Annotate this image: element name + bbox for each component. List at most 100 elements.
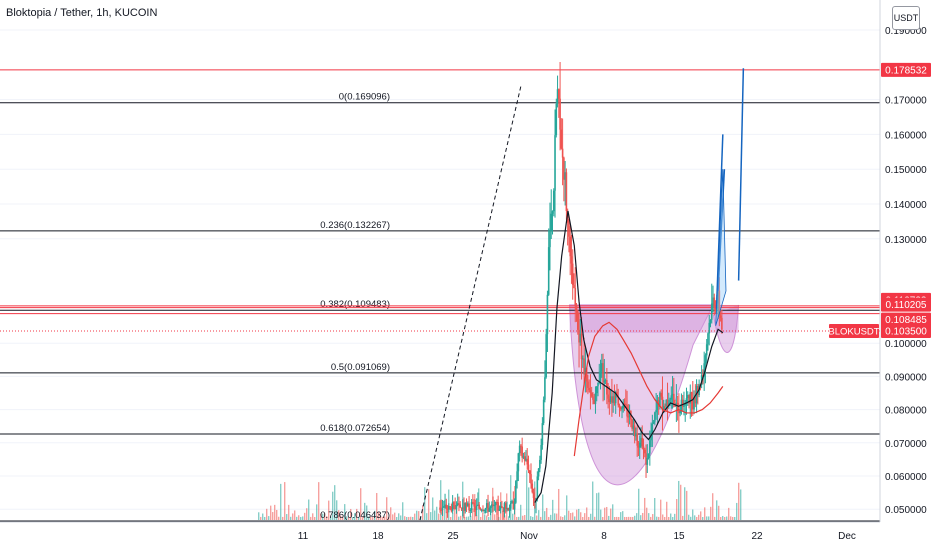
volume-bar <box>400 515 402 520</box>
volume-bar <box>390 507 392 520</box>
volume-bar <box>718 505 720 520</box>
volume-bar <box>590 513 592 520</box>
volume-bar <box>272 512 274 520</box>
volume-bar <box>730 516 732 520</box>
volume-bar <box>320 513 322 520</box>
candle-body <box>609 396 612 403</box>
candle-body <box>527 464 530 471</box>
volume-bar <box>414 513 416 520</box>
candle-body <box>659 392 661 407</box>
candle-body <box>685 398 688 404</box>
candle-body <box>509 502 512 509</box>
fib-label: 0(0.169096) <box>339 92 390 103</box>
volume-bar <box>270 505 272 520</box>
candle-body <box>518 445 521 454</box>
candle-body <box>454 505 456 510</box>
volume-bar <box>578 508 580 520</box>
candle-body <box>439 507 441 510</box>
volume-bar <box>368 516 370 520</box>
volume-bar <box>616 516 618 520</box>
candle-body <box>537 468 540 477</box>
volume-bar <box>522 515 524 520</box>
candle-body <box>674 404 676 407</box>
candle-body <box>450 507 453 512</box>
volume-bar <box>330 516 332 520</box>
candle-body <box>547 247 550 295</box>
volume-bar <box>344 504 346 520</box>
candle-body <box>585 367 588 382</box>
candle-body <box>627 416 630 418</box>
volume-bar <box>304 512 306 520</box>
time-axis[interactable]: 11 18 25 Nov 8 15 22 Dec <box>298 531 856 542</box>
volume-bar <box>572 512 574 520</box>
candle-body <box>506 508 508 510</box>
volume-bar <box>564 515 566 520</box>
candle-body <box>618 405 621 408</box>
candle-body <box>654 412 656 422</box>
candle-body <box>448 506 450 510</box>
axis-panel <box>880 0 932 550</box>
candle-body <box>718 290 721 316</box>
volume-bar <box>416 510 418 520</box>
candle-body <box>499 506 502 510</box>
candle-body <box>571 263 574 285</box>
candle-body <box>551 211 554 214</box>
x-tick-label: 15 <box>673 531 685 542</box>
candle-body <box>646 457 649 465</box>
candle-body <box>522 456 525 458</box>
currency-button[interactable]: USDT <box>892 6 920 30</box>
volume-bar <box>498 516 500 520</box>
volume-bar <box>520 504 522 520</box>
volume-bar <box>374 510 376 520</box>
candle-body <box>491 504 493 507</box>
volume-bar <box>424 487 426 520</box>
y-tick-label: 0.160000 <box>885 130 927 141</box>
volume-bar <box>388 516 390 520</box>
candle-body <box>535 498 537 501</box>
volume-bar <box>432 497 434 520</box>
volume-bar <box>556 513 558 520</box>
candle-body <box>579 333 582 343</box>
candle-body <box>623 403 626 405</box>
candle-body <box>592 396 594 400</box>
fib-label: 0.5(0.091069) <box>331 362 390 373</box>
candle-body <box>617 397 620 406</box>
volume-bar <box>654 498 656 520</box>
candle-body <box>489 506 492 509</box>
volume-bar <box>728 507 730 520</box>
volume-bar <box>680 484 682 520</box>
volume-bar <box>294 510 296 520</box>
volume-bar <box>276 509 278 520</box>
candle-body <box>564 172 566 180</box>
volume-bar <box>612 504 614 520</box>
candle-body <box>583 358 585 375</box>
candle-body <box>484 507 487 510</box>
candle-body <box>563 157 565 180</box>
candle-body <box>599 371 602 382</box>
candle-body <box>487 503 489 512</box>
candle-body <box>523 456 526 461</box>
volume-bar <box>266 508 268 520</box>
volume-bar <box>508 516 510 520</box>
candle-body <box>635 433 637 437</box>
volume-bar <box>526 470 528 520</box>
volume-bar <box>418 511 420 520</box>
volume-bar <box>706 516 708 520</box>
volume-bar <box>582 517 584 520</box>
candle-body <box>573 284 575 289</box>
volume-bar <box>552 499 554 520</box>
volume-bar <box>702 517 704 520</box>
candle-body <box>683 405 685 407</box>
volume-bar <box>282 516 284 520</box>
dashed-trend-line <box>419 85 522 521</box>
volume-bar <box>738 482 740 520</box>
candle-body <box>714 306 717 310</box>
volume-bar <box>592 481 594 520</box>
candle-body <box>520 445 522 447</box>
candle-body <box>463 507 465 511</box>
volume-bar <box>602 516 604 520</box>
ma-fast-line <box>534 210 724 503</box>
volume-bar <box>600 509 602 520</box>
